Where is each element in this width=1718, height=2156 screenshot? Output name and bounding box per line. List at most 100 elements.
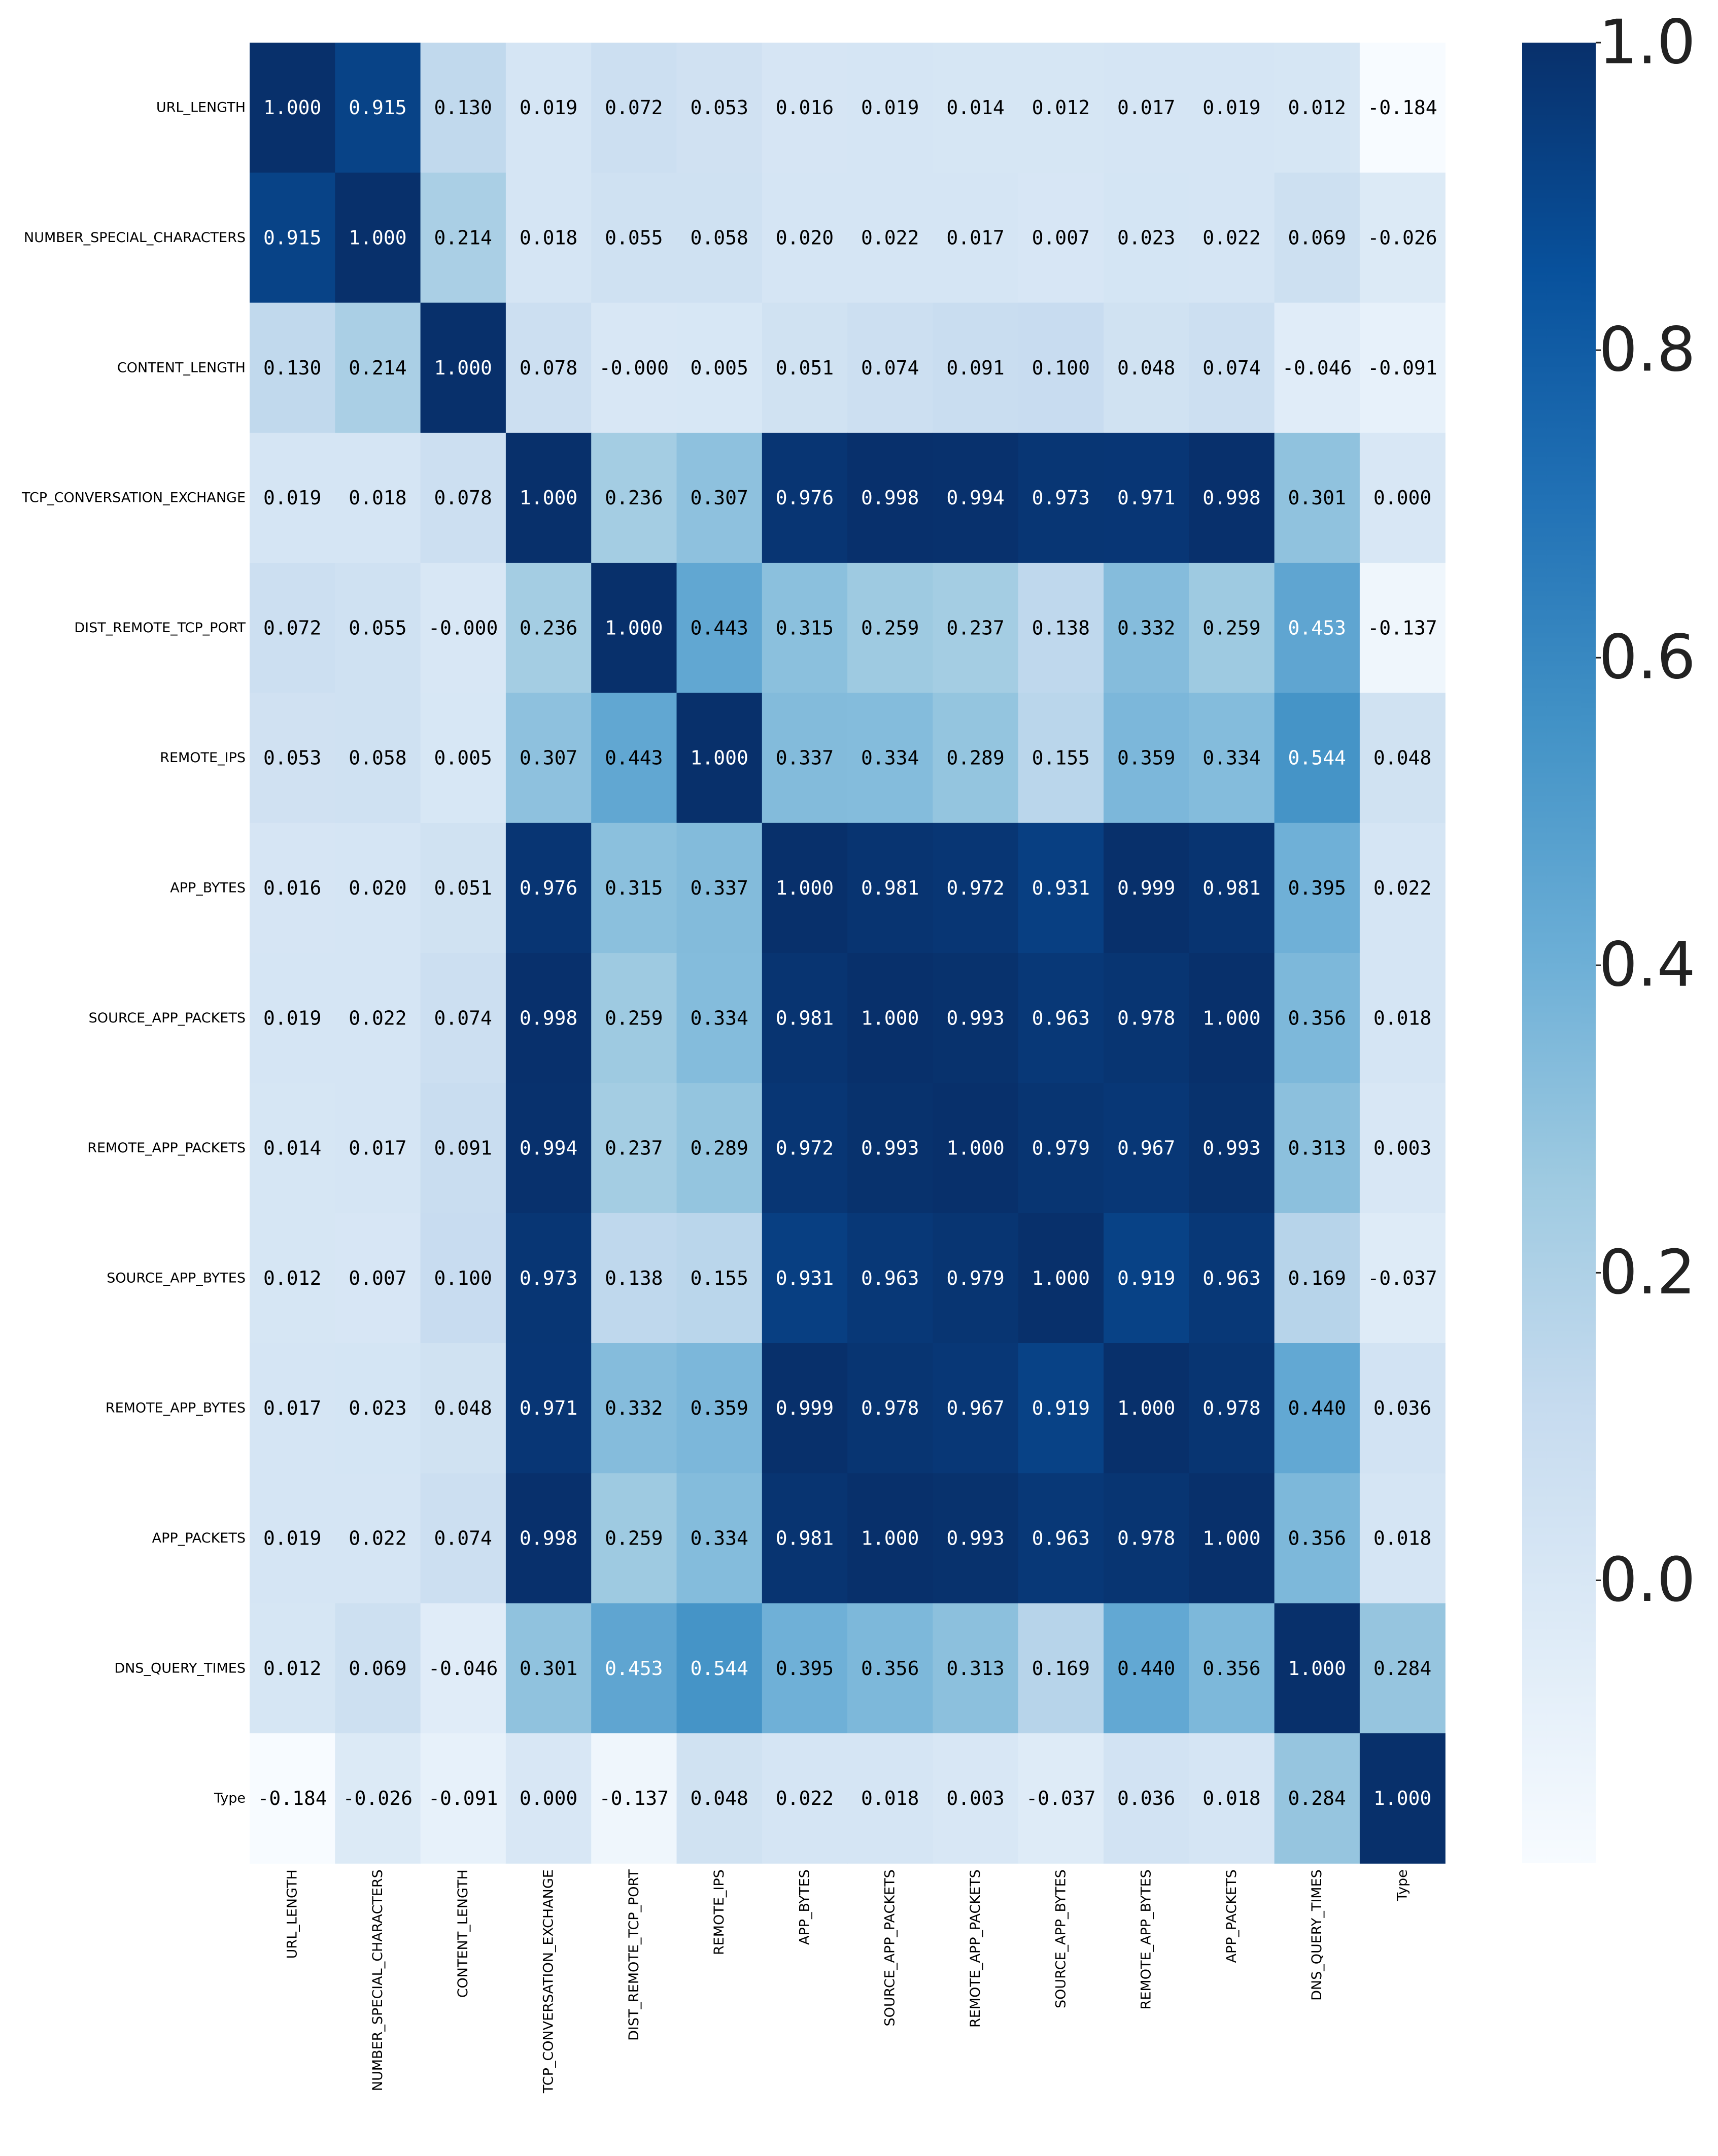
cell-value-label: 0.332 [605, 1397, 663, 1419]
cell-value-label: 0.091 [434, 1137, 492, 1159]
column-label: Type [1395, 1869, 1411, 1901]
row-label: DIST_REMOTE_TCP_PORT [74, 620, 246, 636]
row-label: Type [214, 1791, 246, 1806]
cell-value-label: 0.979 [1032, 1137, 1090, 1159]
cell-value-label: 0.993 [1202, 1137, 1260, 1159]
cell-value-label: 0.978 [1117, 1007, 1175, 1029]
cell-value-label: 0.973 [520, 1267, 577, 1289]
cell-value-label: 1.000 [520, 487, 577, 509]
row-label: TCP_CONVERSATION_EXCHANGE [21, 490, 246, 506]
cell-value-label: -0.091 [428, 1787, 498, 1809]
cell-value-label: 0.284 [1288, 1787, 1346, 1809]
cell-value-label: 0.058 [690, 226, 748, 249]
cell-value-label: -0.000 [428, 617, 498, 639]
cell-value-label: 0.022 [861, 226, 919, 249]
cell-value-label: 0.915 [263, 226, 321, 249]
cell-value-label: 0.091 [946, 357, 1004, 379]
cell-value-label: 0.998 [861, 487, 919, 509]
cell-value-label: 0.138 [1032, 617, 1090, 639]
heatmap-cell [1189, 953, 1275, 1083]
heatmap-cell [420, 1343, 506, 1474]
cell-value-label: 0.337 [690, 877, 748, 899]
heatmap-cell [1018, 563, 1104, 694]
heatmap-cell [1189, 1733, 1275, 1864]
heatmap-cell [505, 823, 592, 953]
column-labels: URL_LENGTH NUMBER_SPECIAL_CHARACTERS CONTE… [285, 1869, 1411, 2094]
heatmap-cell [762, 823, 848, 953]
cell-value-label: -0.026 [343, 1787, 413, 1809]
column-label: APP_PACKETS [1224, 1869, 1240, 1963]
cell-value-label: 0.214 [434, 226, 492, 249]
cell-value-label: 0.018 [1202, 1787, 1260, 1809]
heatmap-cell [250, 1343, 335, 1474]
heatmap-cell [591, 173, 677, 303]
cell-value-label: 0.214 [349, 357, 406, 379]
cell-value-label: -0.137 [1367, 617, 1437, 639]
heatmap-cell [762, 693, 848, 824]
heatmap-cell [591, 953, 677, 1083]
heatmap-cell [1018, 693, 1104, 824]
cell-value-label: 1.000 [776, 877, 834, 899]
heatmap-cell [762, 432, 848, 563]
heatmap-cell [1104, 823, 1189, 953]
cell-value-label: 0.978 [1117, 1527, 1175, 1549]
heatmap-cell [1104, 173, 1189, 303]
cell-value-label: -0.026 [1367, 226, 1437, 249]
cell-value-label: 0.356 [861, 1657, 919, 1680]
cell-value-label: 0.443 [605, 747, 663, 769]
cell-value-label: 0.048 [690, 1787, 748, 1809]
heatmap-cell [591, 823, 677, 953]
heatmap-cell [591, 1343, 677, 1474]
cell-value-label: -0.037 [1367, 1267, 1437, 1289]
heatmap-cell [591, 1603, 677, 1734]
heatmap-cell [1018, 1603, 1104, 1734]
colorbar-tick-label: 0.2 [1599, 1238, 1696, 1308]
cell-value-label: 0.356 [1202, 1657, 1260, 1680]
heatmap-cell [933, 1083, 1019, 1214]
cell-value-label: 0.048 [434, 1397, 492, 1419]
cell-value-label: 0.963 [1202, 1267, 1260, 1289]
cell-value-label: 0.018 [520, 226, 577, 249]
heatmap-cell [762, 1473, 848, 1604]
heatmap-cell [676, 173, 763, 303]
heatmap-cell [505, 953, 592, 1083]
cell-value-label: 0.994 [946, 487, 1004, 509]
cell-value-label: 0.356 [1288, 1527, 1346, 1549]
heatmap-cell [505, 1733, 592, 1864]
cell-value-label: 0.078 [520, 357, 577, 379]
row-label: DNS_QUERY_TIMES [114, 1660, 246, 1676]
heatmap-cell [1018, 173, 1104, 303]
cell-value-label: 0.000 [520, 1787, 577, 1809]
cell-value-label: 1.000 [1373, 1787, 1431, 1809]
heatmap-cell [1104, 43, 1189, 173]
heatmap-cell [335, 1213, 421, 1344]
heatmap-cell [762, 1213, 848, 1344]
cell-value-label: 1.000 [861, 1007, 919, 1029]
heatmap-cell [505, 1213, 592, 1344]
heatmap-cell [335, 1083, 421, 1214]
cell-value-label: 1.000 [349, 226, 406, 249]
heatmap-cell [1018, 823, 1104, 953]
cell-value-label: 0.931 [1032, 877, 1090, 899]
heatmap-cell [847, 1083, 933, 1214]
heatmap-cell [1359, 1213, 1446, 1344]
heatmap-cell [1189, 1473, 1275, 1604]
heatmap-cell [1189, 302, 1275, 433]
cell-value-label: 0.236 [520, 617, 577, 639]
heatmap-cell [250, 1733, 335, 1864]
cell-value-label: 1.000 [1202, 1527, 1260, 1549]
cell-value-label: 1.000 [1288, 1657, 1346, 1680]
heatmap-cell [762, 1603, 848, 1734]
cell-value-label: 0.036 [1117, 1787, 1175, 1809]
cell-value-label: -0.184 [258, 1787, 327, 1809]
cell-value-label: 0.998 [520, 1007, 577, 1029]
cell-value-label: 0.005 [434, 747, 492, 769]
heatmap-cell [676, 1213, 763, 1344]
heatmap-cell [591, 43, 677, 173]
cell-value-label: 0.017 [946, 226, 1004, 249]
heatmap-cell [1189, 173, 1275, 303]
heatmap-cell [1189, 1343, 1275, 1474]
cell-value-label: 0.289 [946, 747, 1004, 769]
cell-value-label: 0.963 [1032, 1527, 1090, 1549]
heatmap-cell [1359, 1083, 1446, 1214]
